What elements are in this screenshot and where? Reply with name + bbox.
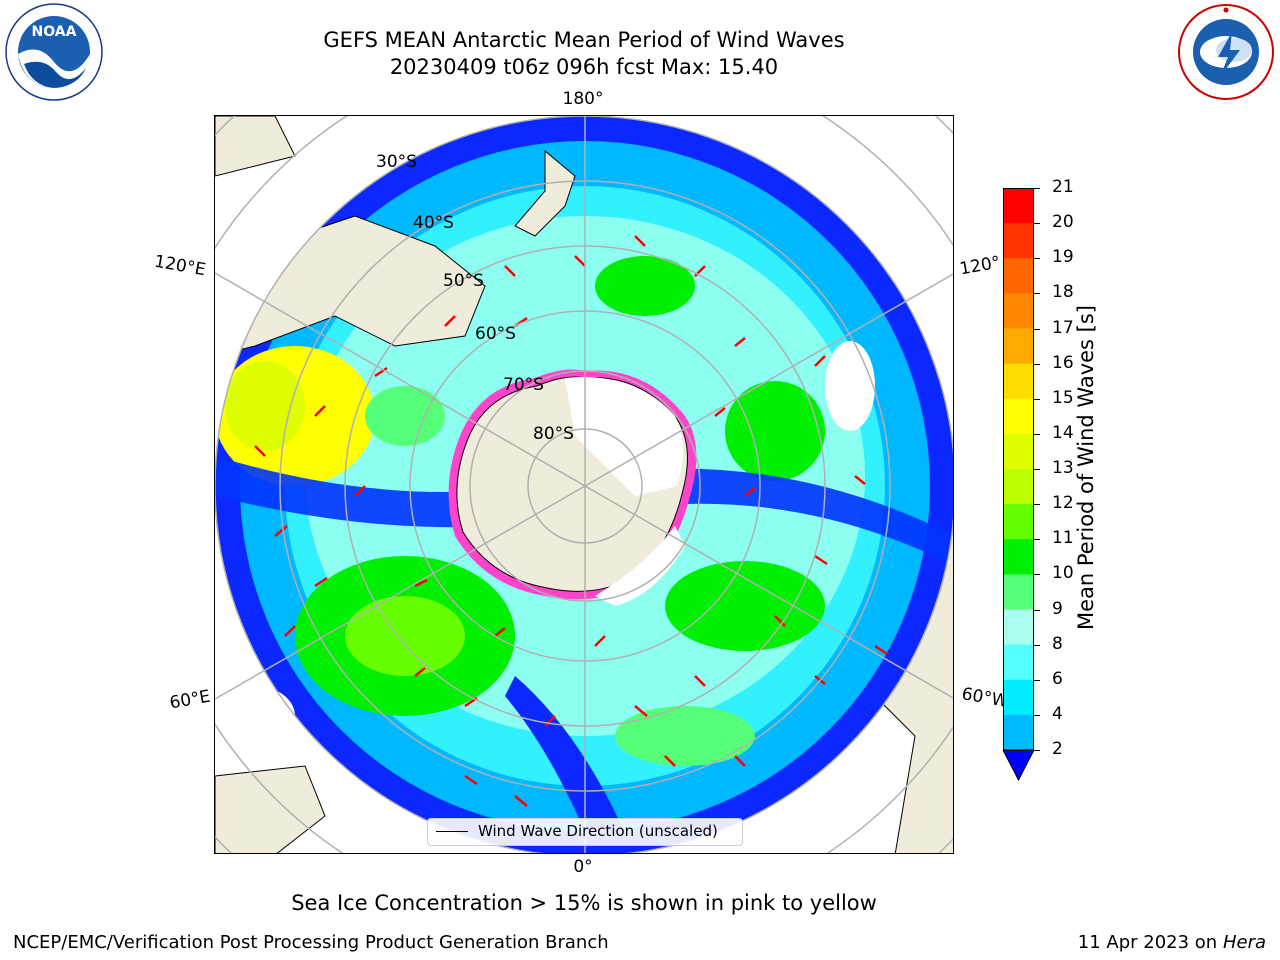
footer-credit: NCEP/EMC/Verification Post Processing Pr… [13, 932, 609, 953]
colorbar-tick-label: 20 [1052, 212, 1074, 233]
lat-label-50s: 50°S [443, 271, 484, 291]
footer-date-text: 11 Apr 2023 on [1077, 932, 1223, 953]
colorbar-tick-label: 18 [1052, 282, 1074, 303]
colorbar-tick [1034, 363, 1040, 365]
colorbar-band [1003, 258, 1034, 294]
lon-label-120w: 120° [958, 252, 1002, 280]
colorbar-label: Mean Period of Wind Waves [s] [1074, 305, 1098, 630]
map-legend: Wind Wave Direction (unscaled) [427, 818, 743, 846]
colorbar-tick-label: 14 [1052, 422, 1074, 443]
colorbar-tick [1034, 609, 1040, 611]
colorbar-tick [1034, 574, 1040, 576]
colorbar-tick-label: 17 [1052, 317, 1074, 338]
colorbar-tick-label: 8 [1052, 633, 1063, 654]
lon-label-180: 180° [562, 89, 604, 109]
colorbar-band [1003, 363, 1034, 400]
map-panel [214, 115, 954, 854]
colorbar-tick-label: 19 [1052, 247, 1074, 268]
nws-logo [1178, 4, 1274, 100]
lon-label-120e: 120°E [152, 251, 208, 281]
colorbar-tick-label: 15 [1052, 387, 1074, 408]
colorbar-tick-label: 12 [1052, 493, 1074, 514]
legend-line-swatch [436, 831, 468, 832]
polar-map [215, 116, 953, 853]
colorbar-band [1003, 398, 1034, 435]
footer-host: Hera [1222, 932, 1266, 953]
colorbar-tick [1034, 469, 1040, 470]
caption: Sea Ice Concentration > 15% is shown in … [291, 891, 877, 915]
colorbar-tick-label: 16 [1052, 352, 1074, 373]
colorbar-tick [1034, 539, 1040, 541]
colorbar-tick-label: 21 [1052, 177, 1074, 197]
noaa-logo: NOAA [5, 3, 103, 101]
colorbar-tick [1034, 188, 1040, 189]
colorbar-band [1003, 328, 1034, 365]
colorbar-extend-arrow [1003, 749, 1034, 782]
footer-date: 11 Apr 2023 on Hera [1078, 932, 1266, 953]
colorbar-band [1003, 504, 1034, 540]
colorbar-tick [1034, 750, 1040, 751]
colorbar-tick [1034, 223, 1040, 225]
colorbar-band [1003, 293, 1034, 329]
colorbar-band [1003, 223, 1034, 259]
lat-label-30s: 30°S [376, 152, 417, 172]
colorbar-tick [1034, 504, 1040, 506]
colorbar-band [1003, 574, 1034, 610]
colorbar-tick-label: 9 [1052, 598, 1063, 619]
colorbar-band [1003, 433, 1034, 470]
lat-label-60s: 60°S [475, 324, 516, 344]
colorbar-tick-label: 11 [1052, 528, 1074, 549]
map-title: GEFS MEAN Antarctic Mean Period of Wind … [323, 28, 845, 52]
colorbar-tick-label: 2 [1052, 739, 1063, 759]
colorbar-tick-label: 10 [1052, 563, 1074, 584]
colorbar-tick [1034, 679, 1040, 681]
colorbar-tick [1034, 644, 1040, 646]
colorbar-band [1003, 644, 1034, 681]
map-subtitle: 20230409 t06z 096h fcst Max: 15.40 [389, 55, 779, 79]
lat-label-80s: 80°S [533, 424, 574, 444]
colorbar-band [1003, 714, 1034, 751]
colorbar-tick [1034, 398, 1040, 400]
colorbar-band [1003, 539, 1034, 575]
colorbar-band [1003, 609, 1034, 646]
lat-label-40s: 40°S [413, 213, 454, 233]
colorbar-band [1003, 679, 1034, 716]
lat-label-70s: 70°S [503, 375, 544, 395]
colorbar [1003, 188, 1034, 782]
colorbar-tick-label: 4 [1052, 703, 1063, 724]
lon-label-0: 0° [573, 857, 593, 877]
colorbar-tick [1034, 433, 1040, 435]
colorbar-tick-label: 6 [1052, 668, 1063, 689]
svg-text:NOAA: NOAA [32, 24, 77, 40]
colorbar-tick [1034, 714, 1040, 716]
colorbar-band [1003, 469, 1034, 505]
legend-label: Wind Wave Direction (unscaled) [478, 822, 718, 840]
colorbar-tick [1034, 293, 1040, 295]
colorbar-tick [1034, 328, 1040, 330]
colorbar-tick-label: 13 [1052, 458, 1074, 478]
colorbar-band [1003, 188, 1034, 224]
colorbar-tick [1034, 258, 1040, 260]
